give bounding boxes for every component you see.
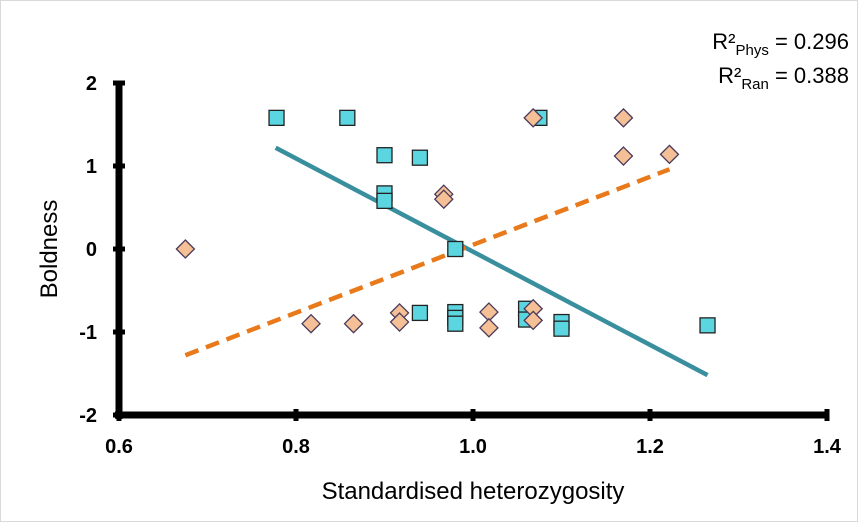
diamond-point — [343, 313, 364, 334]
x-tick-label: 0.6 — [105, 436, 133, 458]
y-tick-label: 0 — [86, 239, 97, 261]
r2-phys-value: = 0.296 — [769, 29, 849, 54]
square-point — [447, 315, 464, 332]
square-point — [376, 192, 393, 210]
y-tick-label: 2 — [86, 73, 97, 95]
r2-phys-base: R² — [712, 29, 735, 54]
data-points — [175, 107, 716, 338]
r2-ran-value: = 0.388 — [769, 63, 849, 88]
x-tick-label: 1.4 — [813, 436, 842, 458]
y-axis-title: Boldness — [36, 200, 63, 299]
diamond-point — [659, 144, 680, 165]
y-tick-label: -2 — [79, 405, 97, 427]
r2-ran-annotation: R²Ran = 0.388 — [718, 63, 849, 93]
y-tick-label: 1 — [86, 156, 97, 178]
dashed-trendline — [184, 167, 671, 358]
diamond-point — [613, 107, 634, 128]
x-tick-label: 1.2 — [636, 436, 664, 458]
r2-ran-sub: Ran — [741, 76, 769, 93]
square-point — [339, 109, 356, 127]
x-tick-label: 0.8 — [282, 436, 310, 458]
diamond-point — [613, 146, 634, 166]
diamond-point — [523, 107, 544, 128]
r2-ran-base: R² — [718, 63, 741, 88]
trendlines — [184, 145, 709, 378]
square-point — [699, 317, 716, 334]
diamond-point — [479, 317, 499, 338]
r2-phys-sub: Phys — [736, 42, 769, 59]
diamond-point — [433, 189, 454, 210]
x-tick-label: 1.0 — [459, 436, 487, 458]
square-point — [553, 320, 570, 337]
square-point — [411, 304, 429, 322]
axis-ticks: 0.6 0.8 1.0 1.2 1.4 2 1 0 -1 -2 — [79, 73, 842, 458]
y-tick-label: -1 — [79, 322, 97, 344]
r2-phys-annotation: R²Phys = 0.296 — [712, 29, 849, 59]
diamond-point — [301, 313, 321, 334]
diamond-point — [175, 239, 196, 259]
square-point — [268, 109, 285, 127]
diamond-point — [523, 310, 544, 331]
solid-trendline — [274, 145, 709, 378]
diamond-point — [389, 312, 410, 332]
square-point — [411, 149, 429, 166]
x-axis-title: Standardised heterozygosity — [322, 478, 625, 505]
square-point — [447, 240, 464, 258]
square-point — [376, 147, 393, 164]
